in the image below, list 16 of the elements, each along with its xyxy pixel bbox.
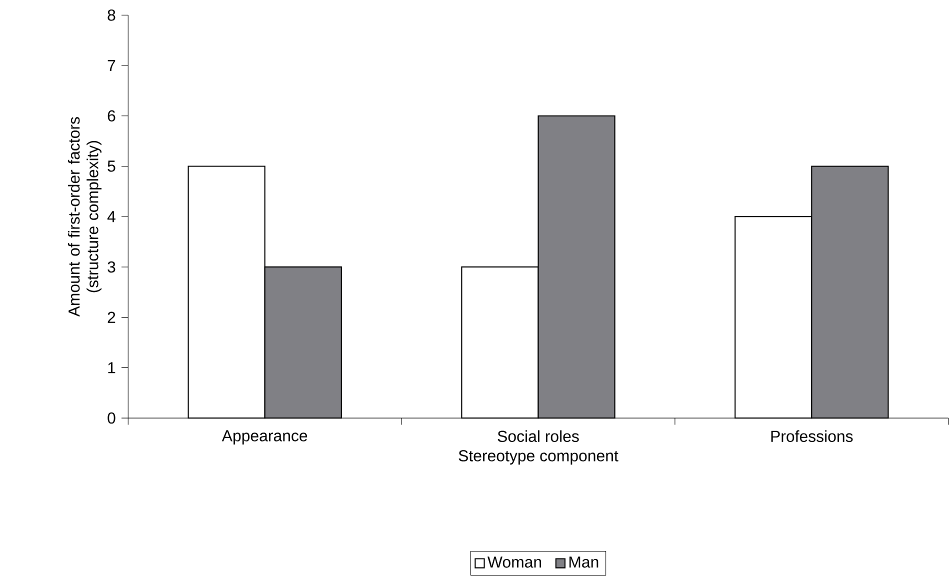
- y-tick-label: 4: [107, 211, 116, 222]
- y-tick-label: 2: [108, 312, 116, 323]
- legend-label: Man: [569, 556, 598, 568]
- y-tick-label: 0: [108, 412, 116, 424]
- x-tick-label: Professions: [771, 430, 853, 442]
- y-tick-label: 3: [108, 261, 116, 273]
- x-axis-title: Stereotype component: [458, 450, 618, 465]
- y-tick-label: 5: [108, 160, 116, 172]
- y-tick-label: 8: [108, 9, 116, 21]
- y-tick-label: 1: [108, 362, 116, 374]
- y-axis-title: Amount of first-order factors (structure complexity): [68, 117, 102, 317]
- y-tick-label: 6: [108, 110, 116, 122]
- x-tick-label: Appearance: [222, 430, 308, 445]
- x-tick-label: Social roles: [498, 430, 579, 442]
- legend-label: Woman: [488, 556, 542, 568]
- y-tick-label: 7: [108, 60, 116, 71]
